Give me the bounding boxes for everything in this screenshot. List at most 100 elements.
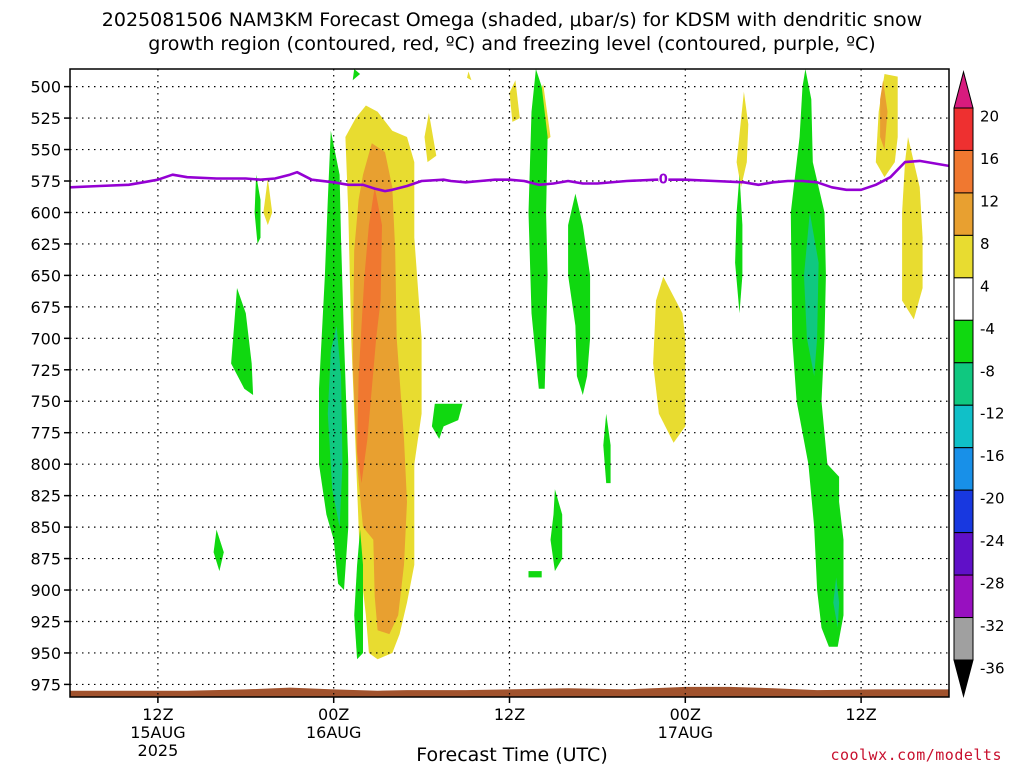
omega-region-11 (880, 80, 888, 150)
y-tick-label-625: 625 (30, 235, 61, 254)
colorbar-tick-label-9: -20 (980, 490, 1005, 508)
colorbar-tick-label-7: -12 (980, 405, 1005, 423)
colorbar-tick-label-11: -28 (980, 575, 1005, 593)
x-tick-label-12-2: 2025 (138, 741, 179, 760)
chart-title-line-2: growth region (contoured, red, ºC) and f… (148, 33, 876, 55)
omega-region-25 (528, 571, 542, 578)
freezing-level-contour: 0 (70, 159, 949, 193)
terrain-polygon (70, 686, 949, 697)
colorbar-tick-label-13: -36 (980, 659, 1005, 677)
colorbar-bin-4 (953, 277, 974, 321)
y-tick-label-925: 925 (30, 612, 61, 631)
omega-region-24 (550, 489, 563, 572)
omega-region-7 (467, 71, 472, 81)
y-tick-label-850: 850 (30, 518, 61, 537)
omega-region-26 (735, 174, 743, 314)
y-tick-label-975: 975 (30, 675, 61, 694)
y-tick-label-600: 600 (30, 203, 61, 222)
y-tick-label-650: 650 (30, 266, 61, 285)
omega-shading (213, 69, 923, 660)
omega-region-14 (327, 325, 343, 528)
x-axis-title: Forecast Time (UTC) (416, 744, 608, 766)
colorbar-bin-8 (953, 447, 974, 491)
chart-title-line-1: 2025081506 NAM3KM Forecast Omega (shaded… (101, 9, 923, 31)
x-tick-label-48-0: 00Z (670, 705, 701, 724)
omega-region-22 (568, 193, 591, 395)
colorbar-tick-label-1: 16 (980, 150, 999, 168)
colorbar-tick-label-12: -32 (980, 617, 1005, 635)
colorbar-bin-6 (953, 362, 974, 406)
omega-region-21 (528, 69, 548, 389)
colorbar-bin-7 (953, 404, 974, 449)
omega-region-18 (354, 529, 363, 660)
x-tick-label-12-1: 15AUG (130, 723, 185, 742)
colorbar-over-arrow (953, 70, 974, 109)
colorbar-tick-label-0: 20 (980, 107, 999, 125)
colorbar-under-arrow (953, 659, 974, 698)
y-tick-label-800: 800 (30, 455, 61, 474)
y-tick-label-675: 675 (30, 298, 61, 317)
colorbar-tick-label-6: -8 (980, 362, 995, 380)
omega-region-4 (509, 80, 520, 122)
colorbar-bin-3 (953, 234, 974, 279)
x-tick-label-24-0: 00Z (318, 705, 349, 724)
omega-region-10 (875, 74, 898, 178)
y-tick-label-875: 875 (30, 550, 61, 569)
colorbar-bin-9 (953, 489, 974, 534)
y-tick-label-550: 550 (30, 141, 61, 160)
omega-region-28 (804, 212, 819, 377)
y-tick-label-500: 500 (30, 78, 61, 97)
omega-region-23 (603, 413, 611, 484)
y-tick-label-725: 725 (30, 361, 61, 380)
colorbar-bin-10 (953, 532, 974, 576)
freezing-level-line (70, 159, 949, 193)
y-tick-label-775: 775 (30, 424, 61, 443)
grid (70, 69, 949, 697)
colorbar-tick-label-3: 8 (980, 235, 990, 253)
colorbar-tick-label-4: 4 (980, 277, 990, 295)
colorbar-tick-label-8: -16 (980, 447, 1005, 465)
omega-region-6 (263, 178, 273, 226)
freezing-level-label: 0 (659, 172, 668, 187)
y-tick-label-950: 950 (30, 644, 61, 663)
omega-region-12 (902, 137, 923, 320)
x-tick-label-48-1: 17AUG (658, 723, 713, 742)
omega-region-27 (790, 69, 844, 647)
y-axis: 500 525 550 575 600 625 650 675 700 725 750 775 800 8… (30, 78, 70, 694)
colorbar: 20 16 12 8 4 -4 -8 -12 -16 -20 -24 -28 -32 -36 (953, 70, 1005, 698)
y-tick-label-825: 825 (30, 487, 61, 506)
omega-region-15 (231, 288, 254, 395)
x-tick-label-24-1: 16AUG (306, 723, 361, 742)
y-tick-label-750: 750 (30, 392, 61, 411)
omega-region-2 (357, 187, 382, 484)
colorbar-bin-11 (953, 574, 974, 619)
omega-region-8 (653, 276, 686, 443)
colorbar-tick-label-10: -24 (980, 532, 1005, 550)
colorbar-tick-label-5: -4 (980, 320, 995, 338)
freezing-level-label-bg (658, 171, 669, 185)
credit-link[interactable]: coolwx.com/modelts (830, 746, 1002, 764)
colorbar-bin-5 (953, 319, 974, 364)
x-tick-label-36-0: 12Z (494, 705, 525, 724)
y-tick-label-900: 900 (30, 581, 61, 600)
colorbar-bin-0 (953, 107, 974, 151)
omega-region-19 (352, 69, 361, 81)
terrain (70, 686, 949, 697)
y-tick-label-575: 575 (30, 172, 61, 191)
omega-region-16 (213, 529, 224, 572)
x-tick-label-12-0: 12Z (142, 705, 173, 724)
x-tick-label-60-0: 12Z (845, 705, 876, 724)
colorbar-bin-1 (953, 149, 974, 194)
omega-region-29 (833, 577, 840, 628)
omega-region-20 (431, 403, 463, 439)
omega-region-9 (736, 91, 749, 188)
y-tick-label-700: 700 (30, 329, 61, 348)
colorbar-bin-12 (953, 617, 974, 661)
y-tick-label-525: 525 (30, 109, 61, 128)
omega-region-5 (424, 113, 437, 163)
colorbar-bin-2 (953, 192, 974, 236)
colorbar-tick-label-2: 12 (980, 192, 999, 210)
omega-region-17 (254, 174, 261, 244)
